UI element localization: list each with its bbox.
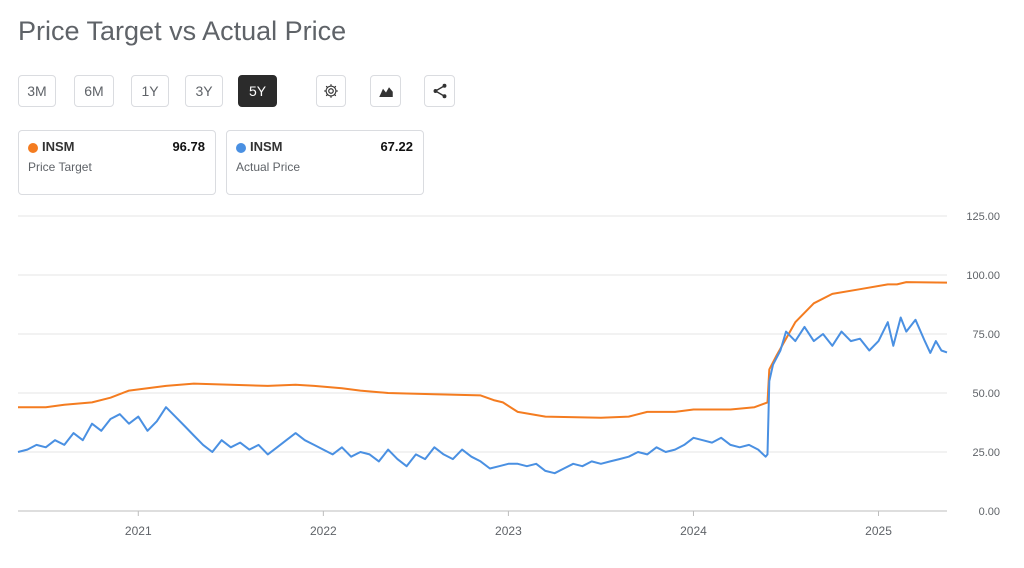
actual-price-card: INSM 67.22 Actual Price xyxy=(226,130,424,195)
price-target-card: INSM 96.78 Price Target xyxy=(18,130,216,195)
gear-icon xyxy=(324,84,338,98)
actual-price-symbol: INSM xyxy=(250,139,283,154)
x-tick-label: 2023 xyxy=(495,524,522,538)
price-target-value: 96.78 xyxy=(172,139,205,154)
y-tick-label: 50.00 xyxy=(972,388,1000,400)
actual-price-label: Actual Price xyxy=(236,160,301,174)
price-target-symbol: INSM xyxy=(42,139,75,154)
price-target-legend-dot xyxy=(28,143,38,153)
price-chart: 0.00 25.00 50.00 75.00 100.00 125.00 2021 2022 2… xyxy=(17,211,1000,538)
y-tick-label: 25.00 xyxy=(972,447,1000,459)
y-tick-label: 125.00 xyxy=(966,211,1000,223)
y-tick-label: 75.00 xyxy=(972,329,1000,341)
price-target-label: Price Target xyxy=(28,160,92,174)
range-3y-button[interactable]: 3Y xyxy=(185,75,223,107)
x-tick-label: 2024 xyxy=(680,524,707,538)
actual-price-legend-dot xyxy=(236,143,246,153)
settings-button[interactable] xyxy=(316,75,346,107)
chart-type-button[interactable] xyxy=(370,75,401,107)
range-3m-button[interactable]: 3M xyxy=(18,75,56,107)
range-1y-button[interactable]: 1Y xyxy=(131,75,169,107)
x-tick-label: 2022 xyxy=(310,524,337,538)
y-tick-label: 0.00 xyxy=(979,506,1000,518)
actual-price-line xyxy=(17,316,948,475)
page-title: Price Target vs Actual Price xyxy=(18,16,347,46)
x-tick-label: 2021 xyxy=(125,524,152,538)
price-target-line xyxy=(18,281,948,419)
range-6m-button[interactable]: 6M xyxy=(74,75,114,107)
x-tick-label: 2025 xyxy=(865,524,892,538)
share-icon xyxy=(433,83,446,99)
actual-price-value: 67.22 xyxy=(380,139,413,154)
share-button[interactable] xyxy=(424,75,455,107)
chart-type-icon xyxy=(378,87,393,97)
y-tick-label: 100.00 xyxy=(966,270,1000,282)
range-5y-button[interactable]: 5Y xyxy=(238,75,277,107)
